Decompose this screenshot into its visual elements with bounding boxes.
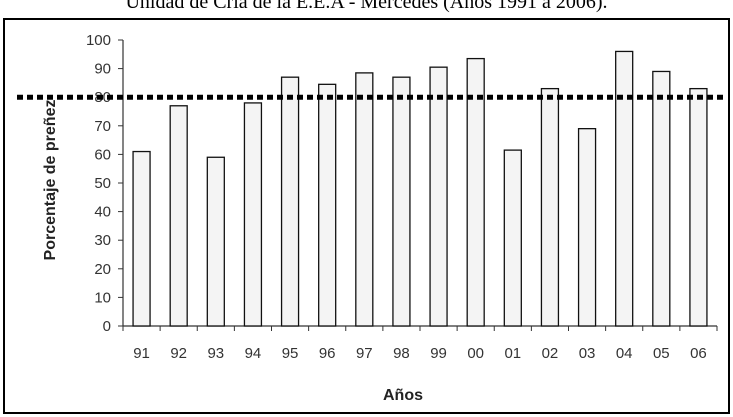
x-tick-label: 95 — [282, 345, 299, 362]
bar — [540, 87, 560, 327]
y-axis: 0102030405060708090100 — [86, 32, 124, 335]
bar — [392, 76, 411, 327]
y-tick-label: 90 — [94, 61, 111, 78]
x-tick-label: 02 — [542, 345, 559, 362]
bar — [577, 128, 597, 327]
bar-chart: 0102030405060708090100 91929394959697989… — [17, 32, 727, 404]
bar — [689, 87, 708, 327]
x-tick-label: 01 — [504, 345, 521, 362]
bars — [132, 50, 708, 327]
bar — [132, 150, 151, 327]
y-tick-label: 30 — [94, 232, 111, 249]
x-tick-label: 93 — [207, 345, 224, 362]
x-tick-label: 04 — [616, 345, 633, 362]
x-tick-label: 94 — [245, 345, 262, 362]
x-tick-label: 99 — [430, 345, 447, 362]
x-tick-label: 00 — [467, 345, 484, 362]
y-tick-label: 60 — [94, 146, 111, 163]
x-tick-label: 92 — [170, 345, 187, 362]
x-axis: 91 92 93 94 95 96 97 98 99 00 01 02 03 04 05 06 — [122, 325, 718, 362]
bar — [466, 57, 485, 327]
bar — [652, 70, 671, 327]
bar — [206, 156, 225, 327]
y-tick-label: 40 — [94, 204, 111, 221]
y-tick-label: 20 — [94, 261, 111, 278]
x-tick-label: 91 — [133, 345, 150, 362]
bar — [169, 105, 188, 327]
x-tick-label: 03 — [579, 345, 596, 362]
bar — [429, 66, 448, 327]
x-axis-label: Años — [383, 387, 423, 404]
y-tick-label: 10 — [94, 289, 111, 306]
bar — [355, 72, 374, 327]
bar — [243, 102, 263, 327]
x-tick-label: 06 — [690, 345, 707, 362]
bar — [503, 149, 522, 327]
y-axis-label: Porcentaje de preñez — [42, 100, 59, 261]
x-tick-label: 98 — [393, 345, 410, 362]
chart-frame: 0102030405060708090100 91929394959697989… — [3, 18, 730, 414]
x-tick-label: 05 — [653, 345, 670, 362]
bar — [318, 83, 337, 327]
y-tick-label: 0 — [103, 318, 111, 335]
x-tick-label: 97 — [356, 345, 373, 362]
y-tick-label: 50 — [94, 175, 111, 192]
bar — [615, 50, 634, 327]
y-tick-label: 70 — [94, 118, 111, 135]
figure-caption: Unidad de Cría de la E.E.A - Mercedes (A… — [125, 0, 608, 13]
x-tick-label: 96 — [319, 345, 336, 362]
y-tick-label: 100 — [86, 32, 111, 49]
bar — [280, 76, 300, 327]
